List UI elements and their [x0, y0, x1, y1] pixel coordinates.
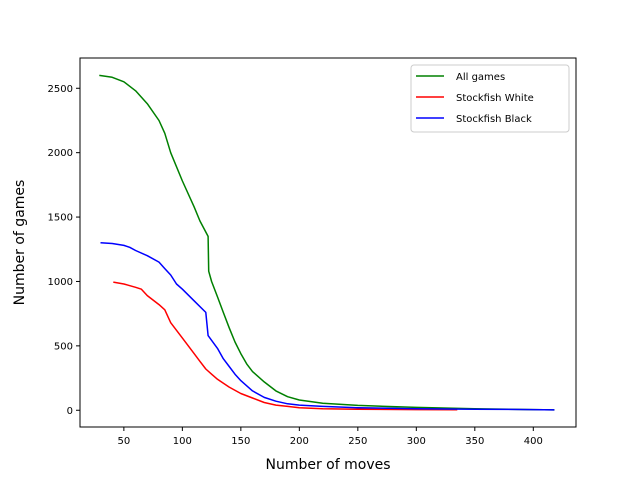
x-tick-label: 250: [348, 436, 367, 447]
y-tick-label: 0: [67, 406, 73, 417]
series-line-1: [99, 74, 555, 411]
y-tick-label: 1500: [48, 213, 73, 224]
legend: All games Stockfish White Stockfish Black: [410, 64, 570, 133]
x-tick-label: 50: [118, 436, 131, 447]
axes-frame: [79, 57, 577, 428]
series-line-3: [100, 242, 555, 411]
series-line-2: [113, 281, 458, 411]
x-tick-label: 300: [407, 436, 426, 447]
x-axis-ticks: 50 100 150 200 250 300 350 400: [118, 427, 543, 447]
x-tick-label: 200: [290, 436, 309, 447]
legend-label: Stockfish Black: [456, 114, 532, 125]
y-tick-label: 2500: [48, 84, 73, 95]
legend-box: [410, 64, 570, 133]
x-tick-label: 150: [231, 436, 250, 447]
legend-label: Stockfish White: [456, 93, 534, 104]
x-tick-label: 100: [173, 436, 192, 447]
x-tick-label: 400: [524, 436, 543, 447]
y-tick-label: 2000: [48, 148, 73, 159]
series-layer: [99, 74, 555, 411]
legend-label: All games: [456, 72, 505, 83]
y-tick-label: 1000: [48, 277, 73, 288]
y-axis-ticks: 0 500 1000 1500 2000 2500: [48, 84, 80, 417]
x-axis-label: Number of moves: [265, 457, 390, 473]
y-axis-label: Number of games: [12, 180, 28, 306]
x-tick-label: 350: [465, 436, 484, 447]
y-tick-label: 500: [54, 341, 73, 352]
